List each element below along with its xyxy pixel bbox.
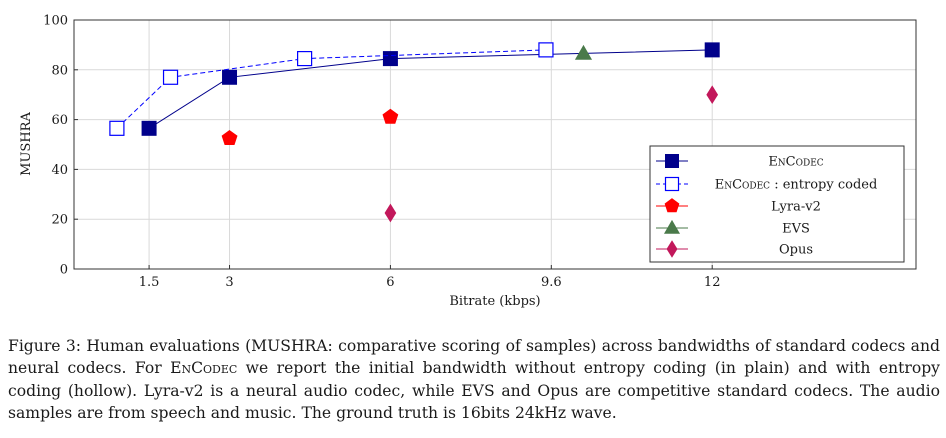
y-tick-label: 60 [51,113,68,128]
axis-ticks: 0 20 40 60 80 100 1.5 3 6 9.6 12 [43,14,720,291]
marker-square-hollow [109,120,125,136]
series-line [148,49,713,129]
figure-caption: Figure 3: Human evaluations (MUSHRA: com… [8,337,940,422]
legend-label-sc: EnCodec [715,178,770,193]
x-tick-label: 9.6 [541,275,562,290]
legend-label-text: : entropy coded [770,178,877,193]
legend-label: Lyra-v2 [771,200,821,215]
marker-diamond [384,203,397,223]
series-layer [109,42,720,223]
series-encodec-entropy-coded [109,42,554,136]
legend-label: EnCodec : entropy coded [715,178,878,193]
marker-square-filled [665,154,679,168]
marker-pentagon [382,108,399,124]
series-encodec [141,42,720,136]
legend-label: EnCodec [768,155,823,170]
series-evs [574,44,593,60]
y-tick-label: 80 [51,63,68,78]
legend-label-text: EVS [782,222,810,237]
legend-label-text: Lyra-v2 [771,200,821,215]
marker-square-filled [704,42,720,58]
series-opus [384,85,719,223]
marker-square-filled [141,120,157,136]
y-tick-label: 0 [60,263,68,278]
legend-box [649,145,905,263]
x-tick-label: 6 [386,275,394,290]
marker-pentagon [221,129,238,145]
x-tick-label: 1.5 [139,275,160,290]
series-line [116,49,546,129]
marker-square-hollow [162,69,179,85]
marker-square-hollow [538,42,554,58]
y-axis-label: MUSHRA [19,112,34,176]
caption-encodec-term: EnCodec [170,359,238,378]
marker-diamond [666,240,678,258]
legend-label: EVS [782,222,810,237]
mushra-chart: 0 20 40 60 80 100 1.5 3 6 9.6 12 Bitrate (kbps) MU… [19,14,917,309]
x-tick-label: 12 [704,275,721,290]
series-lyra-v2 [221,108,399,145]
y-tick-label: 20 [51,213,68,228]
marker-square-filled [222,69,238,85]
legend-label-sc: EnCodec [768,155,823,170]
marker-triangle [663,219,681,234]
marker-square-hollow [297,50,313,67]
legend-label-text: Opus [779,243,813,258]
x-tick-label: 3 [225,275,233,290]
marker-square-filled [382,51,398,67]
y-tick-label: 100 [43,14,68,29]
plot-frame [73,19,917,270]
marker-pentagon [664,198,680,213]
marker-diamond [706,85,719,105]
legend-label: Opus [779,243,813,258]
y-tick-label: 40 [51,163,68,178]
x-axis-label: Bitrate (kbps) [449,294,540,309]
marker-square-hollow [664,176,680,192]
marker-triangle [574,44,593,60]
